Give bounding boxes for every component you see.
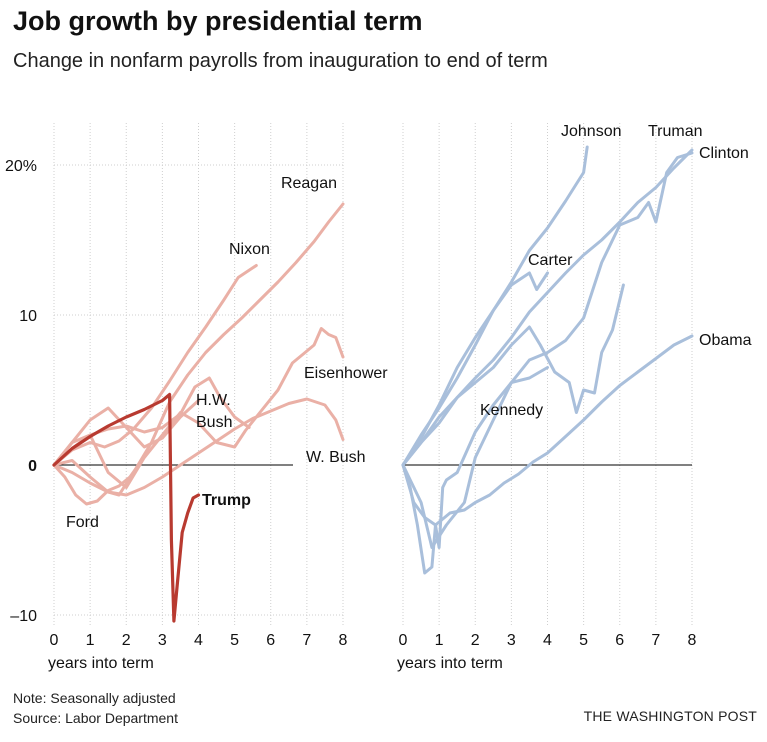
x-tick-label: 3 <box>507 632 516 649</box>
series-label: Obama <box>699 332 752 349</box>
x-tick-label: 4 <box>194 632 203 649</box>
x-tick-label: 2 <box>122 632 131 649</box>
series-label: Eisenhower <box>304 365 388 382</box>
x-tick-label: 1 <box>435 632 444 649</box>
x-axis-label: years into term <box>48 655 154 672</box>
footnote: Note: Seasonally adjusted Source: Labor … <box>13 688 178 728</box>
x-tick-label: 2 <box>471 632 480 649</box>
series-label: Clinton <box>699 145 749 162</box>
x-tick-label: 8 <box>339 632 348 649</box>
x-tick-label: 6 <box>615 632 624 649</box>
series-line-nixon <box>52 264 258 467</box>
x-tick-label: 0 <box>50 632 59 649</box>
left-panel: 20% 10 0 –10 0 1 2 3 4 5 6 7 8 years into term Reagan N… <box>5 123 388 672</box>
series-line-carter <box>52 399 200 467</box>
x-axis-label: years into term <box>397 655 503 672</box>
series-line-truman <box>401 151 694 549</box>
series-label: Carter <box>528 252 573 269</box>
x-tick-label: 5 <box>579 632 588 649</box>
source-text: Source: Labor Department <box>13 710 178 726</box>
y-tick-label: 0 <box>28 458 37 475</box>
x-tick-label: 6 <box>266 632 275 649</box>
series-line-w-bush <box>52 397 345 497</box>
x-tick-label: 4 <box>543 632 552 649</box>
chart-title: Job growth by presidential term <box>13 6 423 36</box>
x-tick-label: 1 <box>86 632 95 649</box>
series-line-nixon <box>401 334 694 527</box>
series-line-ford <box>52 460 143 506</box>
series-line-trump <box>52 392 201 623</box>
series-line-obama <box>401 366 549 575</box>
right-panel: 0 1 2 3 4 5 6 7 8 years into term Johnson Truman Cli… <box>397 123 752 672</box>
x-tick-label: 5 <box>230 632 239 649</box>
x-tick-label: 7 <box>302 632 311 649</box>
series-label: W. Bush <box>306 449 366 466</box>
x-tick-label: 3 <box>158 632 167 649</box>
series-label: Reagan <box>281 175 337 192</box>
series-label: Ford <box>66 514 99 531</box>
series-label: Bush <box>196 414 232 431</box>
series-label: H.W. <box>196 392 231 409</box>
x-tick-label: 0 <box>399 632 408 649</box>
chart-subtitle: Change in nonfarm payrolls from inaugura… <box>13 50 548 72</box>
series-label: Johnson <box>561 123 622 140</box>
y-tick-label: 20% <box>5 158 37 175</box>
series-line-carter <box>401 271 549 467</box>
series-label: Nixon <box>229 241 270 258</box>
series-label: Truman <box>648 123 703 140</box>
series-label: Trump <box>202 492 251 509</box>
x-tick-label: 7 <box>651 632 660 649</box>
note-text: Note: Seasonally adjusted <box>13 690 176 706</box>
publisher-credit: THE WASHINGTON POST <box>583 708 757 724</box>
series-label: Kennedy <box>480 402 543 419</box>
y-tick-label: 10 <box>19 308 37 325</box>
y-tick-label: –10 <box>10 608 37 625</box>
series-line-eisenhower <box>52 327 345 489</box>
series-line-kennedy <box>401 283 625 467</box>
x-tick-label: 8 <box>688 632 697 649</box>
